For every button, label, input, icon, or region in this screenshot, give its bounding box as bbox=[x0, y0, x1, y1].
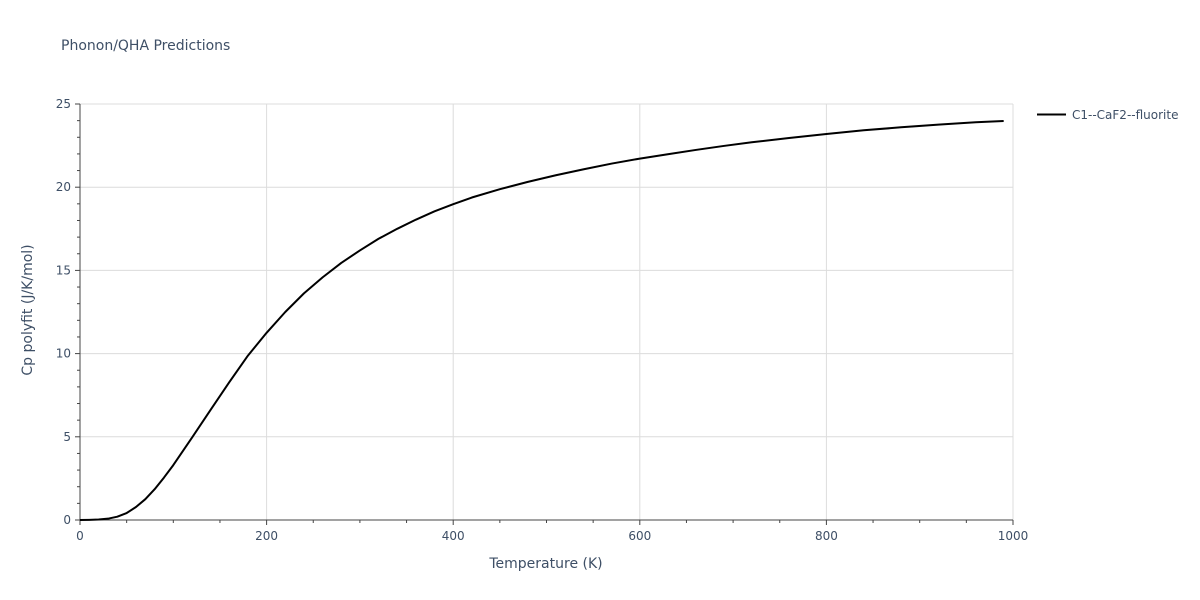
series-layer bbox=[79, 119, 1004, 521]
x-tick-label: 600 bbox=[628, 529, 651, 543]
x-tick-label: 200 bbox=[255, 529, 278, 543]
axes-layer: 0 200 400 600 800 1000 0 5 10 15 20 25 bbox=[56, 97, 1029, 543]
y-axis-title: Cp polyfit (J/K/mol) bbox=[20, 244, 36, 375]
x-axis-title: Temperature (K) bbox=[488, 556, 602, 572]
legend[interactable]: C1--CaF2--fluorite bbox=[1037, 108, 1178, 122]
x-tick-label: 0 bbox=[76, 529, 84, 543]
y-tick-label: 15 bbox=[56, 263, 71, 277]
x-tick-label: 400 bbox=[442, 529, 465, 543]
series-line bbox=[79, 119, 1004, 521]
y-tick-label: 0 bbox=[63, 513, 71, 527]
y-tick-label: 25 bbox=[56, 97, 71, 111]
grid-layer bbox=[80, 103, 1014, 520]
y-tick-label: 5 bbox=[63, 430, 71, 444]
legend-label: C1--CaF2--fluorite bbox=[1072, 108, 1178, 122]
x-tick-label: 1000 bbox=[998, 529, 1029, 543]
y-tick-label: 10 bbox=[56, 347, 71, 361]
x-tick-label: 800 bbox=[815, 529, 838, 543]
y-tick-label: 20 bbox=[56, 180, 71, 194]
chart-title: Phonon/QHA Predictions bbox=[61, 38, 230, 54]
